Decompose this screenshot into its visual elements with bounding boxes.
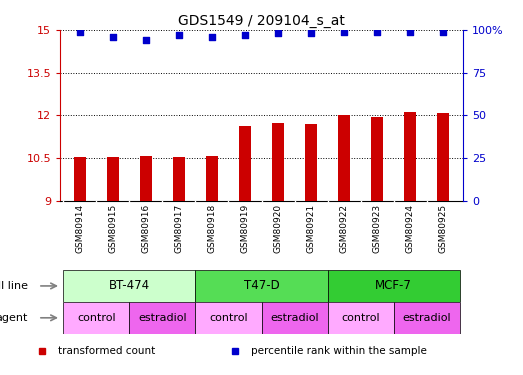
Text: BT-474: BT-474 [109,279,150,292]
Point [307,30,315,36]
Text: GSM80922: GSM80922 [339,204,348,253]
Bar [74,156,86,201]
Text: percentile rank within the sample: percentile rank within the sample [251,346,427,355]
Bar [206,156,218,201]
Text: GSM80915: GSM80915 [108,204,118,254]
Text: transformed count: transformed count [58,346,155,355]
Bar [272,123,284,201]
Text: GSM80920: GSM80920 [274,204,282,253]
Text: GSM80917: GSM80917 [175,204,184,254]
Text: cell line: cell line [0,281,28,291]
Point [439,29,447,35]
Text: control: control [77,313,116,323]
Point [208,34,216,40]
Text: estradiol: estradiol [402,313,451,323]
Bar [140,156,152,201]
Text: GSM80924: GSM80924 [405,204,415,253]
Text: control: control [209,313,248,323]
Text: estradiol: estradiol [138,313,187,323]
Bar [196,270,327,302]
Point [373,29,381,35]
Text: GSM80923: GSM80923 [372,204,382,253]
Text: T47-D: T47-D [244,279,279,292]
Bar [239,126,251,201]
Bar [196,302,262,334]
Point [340,29,348,35]
Text: agent: agent [0,313,28,323]
Title: GDS1549 / 209104_s_at: GDS1549 / 209104_s_at [178,13,345,28]
Text: estradiol: estradiol [270,313,319,323]
Bar [393,302,460,334]
Text: GSM80918: GSM80918 [208,204,217,254]
Text: GSM80919: GSM80919 [241,204,249,254]
Point [142,37,150,43]
Point [175,32,183,38]
Point [241,32,249,38]
Bar [130,302,196,334]
Bar [371,117,383,201]
Bar [173,156,185,201]
Point [76,29,84,35]
Bar [63,270,196,302]
Text: GSM80921: GSM80921 [306,204,315,253]
Bar [437,113,449,201]
Text: MCF-7: MCF-7 [375,279,412,292]
Text: control: control [341,313,380,323]
Bar [404,112,416,201]
Bar [107,157,119,201]
Point [109,34,117,40]
Bar [327,302,393,334]
Text: GSM80914: GSM80914 [75,204,84,253]
Bar [262,302,327,334]
Bar [305,124,317,201]
Point [274,30,282,36]
Bar [63,302,130,334]
Bar [327,270,460,302]
Text: GSM80925: GSM80925 [439,204,448,253]
Point [406,29,414,35]
Text: GSM80916: GSM80916 [141,204,151,254]
Bar [338,115,350,201]
